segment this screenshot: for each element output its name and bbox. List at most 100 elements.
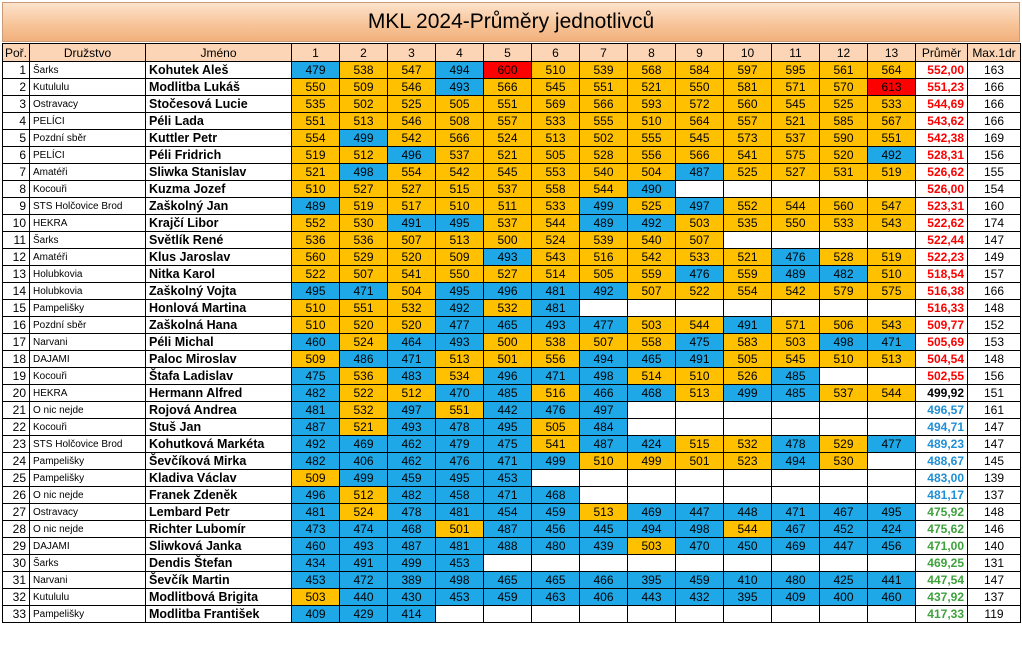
round-score-cell: 459 [483,588,532,606]
round-score-cell: 537 [435,146,484,164]
average-cell: 522,44 [915,231,968,249]
rank-cell: 31 [2,571,30,589]
round-score-cell: 555 [627,129,676,147]
round-score-cell: 566 [579,95,628,113]
page-title: MKL 2024-Průměry jednotlivců [2,2,1020,42]
round-score-cell: 496 [483,282,532,300]
round-score-cell: 584 [675,61,724,79]
round-score-cell: 543 [867,316,916,334]
round-score-cell: 491 [723,316,772,334]
round-score-cell [867,418,916,436]
column-header: Průměr [915,43,968,62]
average-cell: 552,00 [915,61,968,79]
round-score-cell: 481 [435,537,484,555]
round-score-cell: 533 [531,197,580,215]
rank-cell: 25 [2,469,30,487]
round-score-cell: 593 [627,95,676,113]
round-score-cell: 499 [627,452,676,470]
round-score-cell: 540 [627,231,676,249]
table-row: 20 HEKRA Hermann Alfred 482 522 512 470 485 516 4… [2,384,1021,402]
team-cell: PELÍCI [29,112,146,130]
round-score-cell: 434 [291,554,340,572]
player-name-cell: Péli Michal [145,333,292,351]
round-score-cell: 545 [531,78,580,96]
round-score-cell [867,486,916,504]
player-name-cell: Stočesová Lucie [145,95,292,113]
rank-cell: 13 [2,265,30,283]
round-score-cell: 527 [339,180,388,198]
round-score-cell: 496 [387,146,436,164]
round-score-cell: 523 [723,452,772,470]
column-header: 3 [387,43,436,62]
team-cell: DAJAMI [29,350,146,368]
round-score-cell: 488 [483,537,532,555]
round-score-cell: 515 [435,180,484,198]
round-score-cell: 452 [819,520,868,538]
round-score-cell: 465 [483,316,532,334]
rank-cell: 30 [2,554,30,572]
round-score-cell [819,469,868,487]
max-single-cell: 148 [967,503,1021,521]
round-score-cell: 487 [675,163,724,181]
round-score-cell: 537 [771,129,820,147]
round-score-cell: 482 [387,486,436,504]
team-cell: Holubkovia [29,282,146,300]
round-score-cell: 489 [771,265,820,283]
round-score-cell: 566 [483,78,532,96]
round-score-cell: 533 [531,112,580,130]
round-score-cell: 440 [339,588,388,606]
round-score-cell: 557 [723,112,772,130]
round-score-cell: 481 [291,401,340,419]
round-score-cell [627,605,676,623]
round-score-cell: 465 [531,571,580,589]
round-score-cell: 527 [771,163,820,181]
round-score-cell: 535 [291,95,340,113]
round-score-cell [675,554,724,572]
team-cell: Kocouři [29,367,146,385]
table-row: 29 DAJAMI Sliwková Janka 460 493 487 481 488 480… [2,537,1021,555]
round-score-cell [579,486,628,504]
round-score-cell [675,180,724,198]
round-score-cell [675,469,724,487]
player-name-cell: Sliwková Janka [145,537,292,555]
table-row: 10 HEKRA Krajčí Libor 552 530 491 495 537 544 489… [2,214,1021,232]
round-score-cell: 544 [723,520,772,538]
round-score-cell: 443 [627,588,676,606]
player-name-cell: Stuš Jan [145,418,292,436]
round-score-cell: 521 [627,78,676,96]
round-score-cell: 554 [387,163,436,181]
round-score-cell: 472 [339,571,388,589]
round-score-cell: 445 [579,520,628,538]
round-score-cell: 590 [819,129,868,147]
round-score-cell: 571 [771,78,820,96]
round-score-cell: 509 [435,248,484,266]
round-score-cell: 530 [339,214,388,232]
round-score-cell: 504 [387,282,436,300]
player-name-cell: Dendis Štefan [145,554,292,572]
column-header: Družstvo [29,43,146,62]
max-single-cell: 174 [967,214,1021,232]
round-score-cell: 489 [291,197,340,215]
round-score-cell: 513 [579,503,628,521]
round-score-cell: 542 [435,163,484,181]
round-score-cell: 503 [771,333,820,351]
round-score-cell: 507 [627,282,676,300]
round-score-cell: 512 [339,146,388,164]
round-score-cell: 485 [483,384,532,402]
team-cell: Pampelišky [29,469,146,487]
column-header: 12 [819,43,868,62]
round-score-cell: 459 [387,469,436,487]
round-score-cell: 556 [627,146,676,164]
round-score-cell: 558 [627,333,676,351]
player-name-cell: Modlitba František [145,605,292,623]
round-score-cell [723,605,772,623]
round-score-cell: 471 [483,486,532,504]
round-score-cell: 539 [579,231,628,249]
table-row: 18 DAJAMI Paloc Miroslav 509 486 471 513 501 556… [2,350,1021,368]
round-score-cell: 537 [483,180,532,198]
round-score-cell: 478 [435,418,484,436]
player-name-cell: Zaškolný Jan [145,197,292,215]
team-cell: Kutululu [29,78,146,96]
average-cell: 489,23 [915,435,968,453]
player-name-cell: Franek Zdeněk [145,486,292,504]
